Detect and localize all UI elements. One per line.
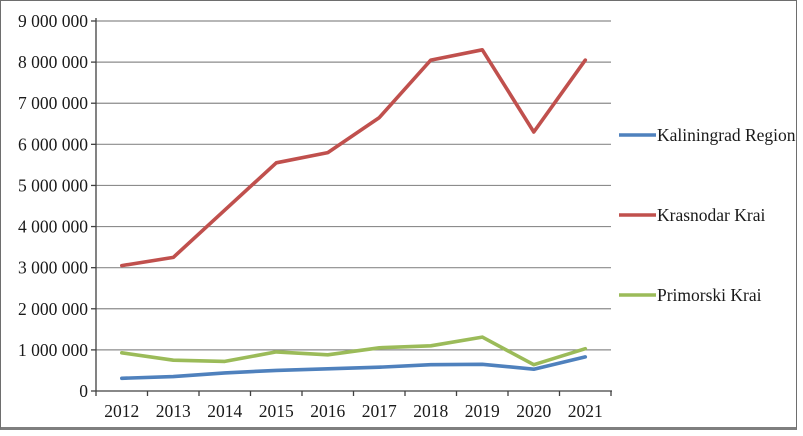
- y-tick-label: 1 000 000: [18, 340, 88, 360]
- y-tick-label: 2 000 000: [18, 299, 88, 319]
- y-tick-label: 0: [79, 381, 88, 401]
- x-tick-label: 2018: [413, 401, 448, 421]
- legend-label: Kaliningrad Region: [657, 125, 796, 145]
- x-tick-label: 2012: [104, 401, 139, 421]
- y-axis-ticks: 0 1 000 000 2 000 000 3 000 000 4 000 000 5 0…: [18, 11, 96, 401]
- x-tick-label: 2021: [568, 401, 603, 421]
- x-tick-label: 2016: [310, 401, 345, 421]
- legend-label: Krasnodar Krai: [657, 205, 765, 225]
- legend: Kaliningrad Region Krasnodar Krai Primorsk…: [619, 125, 796, 305]
- y-tick-label: 6 000 000: [18, 134, 88, 154]
- x-tick-label: 2015: [259, 401, 294, 421]
- gridlines: [96, 20, 611, 351]
- series-line-krasnodar-krai: [120, 47, 588, 268]
- legend-item: Kaliningrad Region: [619, 125, 796, 145]
- y-tick-label: 8 000 000: [18, 52, 88, 72]
- legend-item: Primorski Krai: [619, 285, 762, 305]
- y-tick-label: 4 000 000: [18, 217, 88, 237]
- legend-item: Krasnodar Krai: [619, 205, 765, 225]
- x-tick-label: 2019: [465, 401, 500, 421]
- x-tick-label: 2020: [516, 401, 551, 421]
- y-tick-label: 7 000 000: [18, 93, 88, 113]
- y-tick-label: 3 000 000: [18, 258, 88, 278]
- x-tick-label: 2013: [156, 401, 191, 421]
- x-axis-ticks: 2012 2013 2014 2015 2016 2017 2018 2019 2020 2021: [95, 391, 612, 421]
- legend-label: Primorski Krai: [657, 285, 762, 305]
- series-line-primorski-krai: [120, 335, 588, 367]
- y-tick-label: 9 000 000: [18, 11, 88, 31]
- x-tick-label: 2017: [362, 401, 397, 421]
- y-tick-label: 5 000 000: [18, 175, 88, 195]
- x-tick-label: 2014: [207, 401, 242, 421]
- series-line-kaliningrad-region: [120, 355, 588, 381]
